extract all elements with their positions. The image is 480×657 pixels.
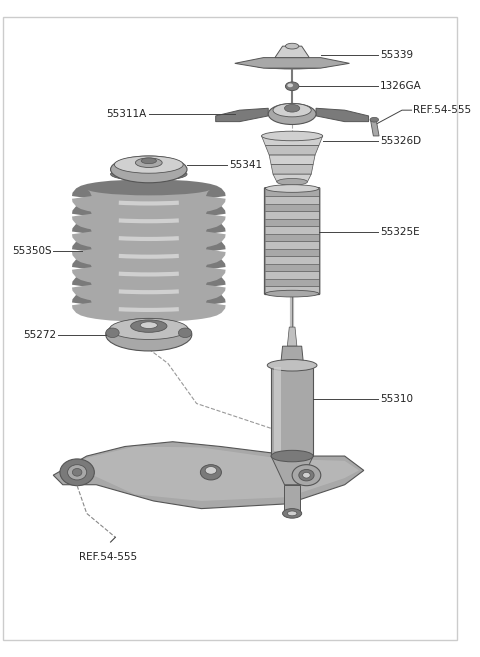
Ellipse shape [370, 118, 379, 122]
Polygon shape [274, 367, 281, 451]
Polygon shape [265, 145, 319, 155]
Polygon shape [285, 485, 300, 513]
Text: 55311A: 55311A [107, 109, 147, 119]
Ellipse shape [68, 464, 87, 480]
Polygon shape [269, 155, 315, 165]
Polygon shape [262, 136, 323, 145]
Ellipse shape [292, 464, 321, 486]
Polygon shape [265, 204, 319, 211]
Text: 55350S: 55350S [12, 246, 51, 256]
Ellipse shape [106, 319, 192, 351]
Polygon shape [63, 447, 359, 501]
Text: REF.54-555: REF.54-555 [79, 552, 137, 562]
Ellipse shape [60, 459, 95, 486]
Ellipse shape [262, 131, 323, 141]
Polygon shape [275, 46, 309, 58]
Polygon shape [271, 456, 313, 485]
Text: REF.54-555: REF.54-555 [413, 105, 472, 115]
Ellipse shape [254, 62, 330, 69]
Polygon shape [265, 263, 319, 271]
Ellipse shape [268, 103, 316, 124]
Ellipse shape [106, 328, 119, 338]
Ellipse shape [286, 43, 299, 49]
Polygon shape [265, 248, 319, 256]
Ellipse shape [140, 322, 157, 328]
Ellipse shape [72, 468, 82, 476]
Polygon shape [288, 327, 297, 346]
Polygon shape [265, 279, 319, 286]
Ellipse shape [273, 103, 311, 117]
Polygon shape [265, 286, 319, 294]
Polygon shape [281, 346, 303, 365]
Ellipse shape [271, 450, 313, 462]
Ellipse shape [288, 83, 293, 87]
Text: 1326GA: 1326GA [380, 81, 422, 91]
Polygon shape [53, 442, 364, 509]
Polygon shape [271, 365, 313, 456]
Ellipse shape [205, 466, 216, 474]
Ellipse shape [131, 320, 167, 332]
Ellipse shape [141, 158, 156, 164]
Ellipse shape [302, 472, 310, 478]
Ellipse shape [110, 168, 187, 181]
Polygon shape [265, 211, 319, 219]
Ellipse shape [277, 179, 307, 185]
Polygon shape [316, 108, 369, 122]
Polygon shape [265, 241, 319, 248]
Ellipse shape [135, 158, 162, 168]
Ellipse shape [110, 156, 187, 183]
Text: 55310: 55310 [380, 394, 413, 404]
Polygon shape [265, 233, 319, 241]
Polygon shape [265, 189, 319, 196]
Polygon shape [265, 226, 319, 233]
Text: 55341: 55341 [229, 160, 262, 170]
Polygon shape [271, 165, 313, 174]
Ellipse shape [114, 156, 183, 173]
Ellipse shape [109, 319, 188, 340]
Ellipse shape [288, 511, 297, 516]
Ellipse shape [299, 470, 314, 481]
Ellipse shape [179, 328, 192, 338]
Ellipse shape [285, 104, 300, 112]
Polygon shape [265, 271, 319, 279]
Polygon shape [216, 108, 268, 122]
Polygon shape [273, 174, 311, 182]
Text: 55339: 55339 [380, 50, 413, 60]
Text: 55272: 55272 [23, 330, 56, 340]
Polygon shape [235, 58, 349, 68]
Polygon shape [265, 256, 319, 263]
Ellipse shape [265, 185, 319, 193]
Polygon shape [265, 219, 319, 226]
Text: 55325E: 55325E [380, 227, 420, 237]
Ellipse shape [286, 82, 299, 91]
Polygon shape [265, 196, 319, 204]
Polygon shape [371, 120, 379, 136]
Ellipse shape [267, 359, 317, 371]
Ellipse shape [283, 509, 302, 518]
Ellipse shape [265, 290, 319, 297]
Ellipse shape [200, 464, 221, 480]
Text: 55326D: 55326D [380, 136, 421, 146]
